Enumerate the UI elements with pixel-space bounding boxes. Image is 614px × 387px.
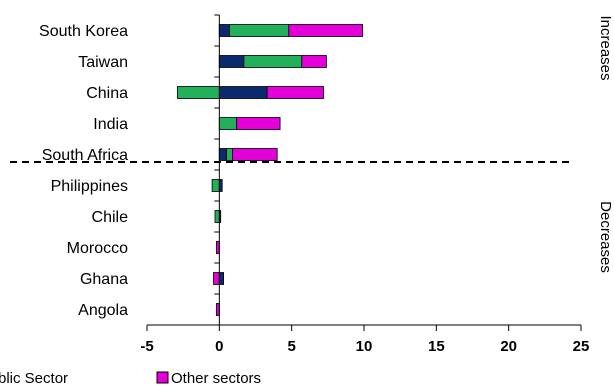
tick-labels: -5 0 5 10 15 20 25 — [140, 338, 589, 355]
bar-south-korea-series-0 — [218, 24, 230, 37]
bar-ghana-series-0 — [218, 272, 225, 285]
x-tick-label: -5 — [140, 338, 153, 355]
category-label-south-korea: South Korea — [39, 23, 128, 40]
category-label-india: India — [93, 116, 128, 133]
bar-taiwan-series-0 — [218, 55, 245, 68]
legend-swatch-other-sectors — [156, 371, 169, 384]
category-label-morocco: Morocco — [67, 240, 128, 257]
x-tick-label: 10 — [356, 338, 373, 355]
category-label-philippines: Philippines — [51, 178, 128, 195]
bar-ghana-series-2 — [213, 272, 220, 285]
category-label-south-africa: South Africa — [42, 147, 128, 164]
bar-taiwan-series-2 — [301, 55, 327, 68]
category-label-china: China — [86, 85, 128, 102]
category-label-ghana: Ghana — [80, 271, 128, 288]
category-label-angola: Angola — [78, 302, 128, 319]
bar-india-series-2 — [236, 117, 281, 130]
bars-layer — [176, 24, 363, 316]
legend: blic Sector Other sectors — [0, 370, 261, 387]
bar-south-africa-series-2 — [231, 148, 278, 161]
bar-taiwan-series-1 — [243, 55, 303, 68]
legend-label-other-sectors: Other sectors — [171, 370, 261, 387]
axes-layer — [146, 14, 582, 331]
x-tick-label: 15 — [428, 338, 445, 355]
x-tick-label: 25 — [573, 338, 590, 355]
bar-chile-series-1 — [214, 210, 220, 223]
bar-philippines-series-1 — [211, 179, 220, 192]
group-label-decreases: Decreases — [597, 201, 614, 273]
bar-south-africa-series-1 — [226, 148, 233, 161]
category-label-taiwan: Taiwan — [78, 54, 128, 71]
bar-china-series-2 — [266, 86, 324, 99]
legend-label-public-sector: blic Sector — [0, 370, 68, 387]
bar-south-korea-series-1 — [229, 24, 290, 37]
bar-south-africa-series-0 — [218, 148, 227, 161]
bar-south-korea-series-2 — [288, 24, 363, 37]
x-tick-label: 0 — [215, 338, 223, 355]
group-label-increases: Increases — [597, 15, 614, 80]
category-labels: South Korea Taiwan China India South Africa P… — [39, 23, 128, 319]
bar-china-series-1 — [176, 86, 220, 99]
x-tick-label: 5 — [287, 338, 295, 355]
x-tick-label: 20 — [500, 338, 517, 355]
bar-india-series-1 — [218, 117, 238, 130]
category-label-chile: Chile — [92, 209, 129, 226]
bar-china-series-0 — [218, 86, 268, 99]
